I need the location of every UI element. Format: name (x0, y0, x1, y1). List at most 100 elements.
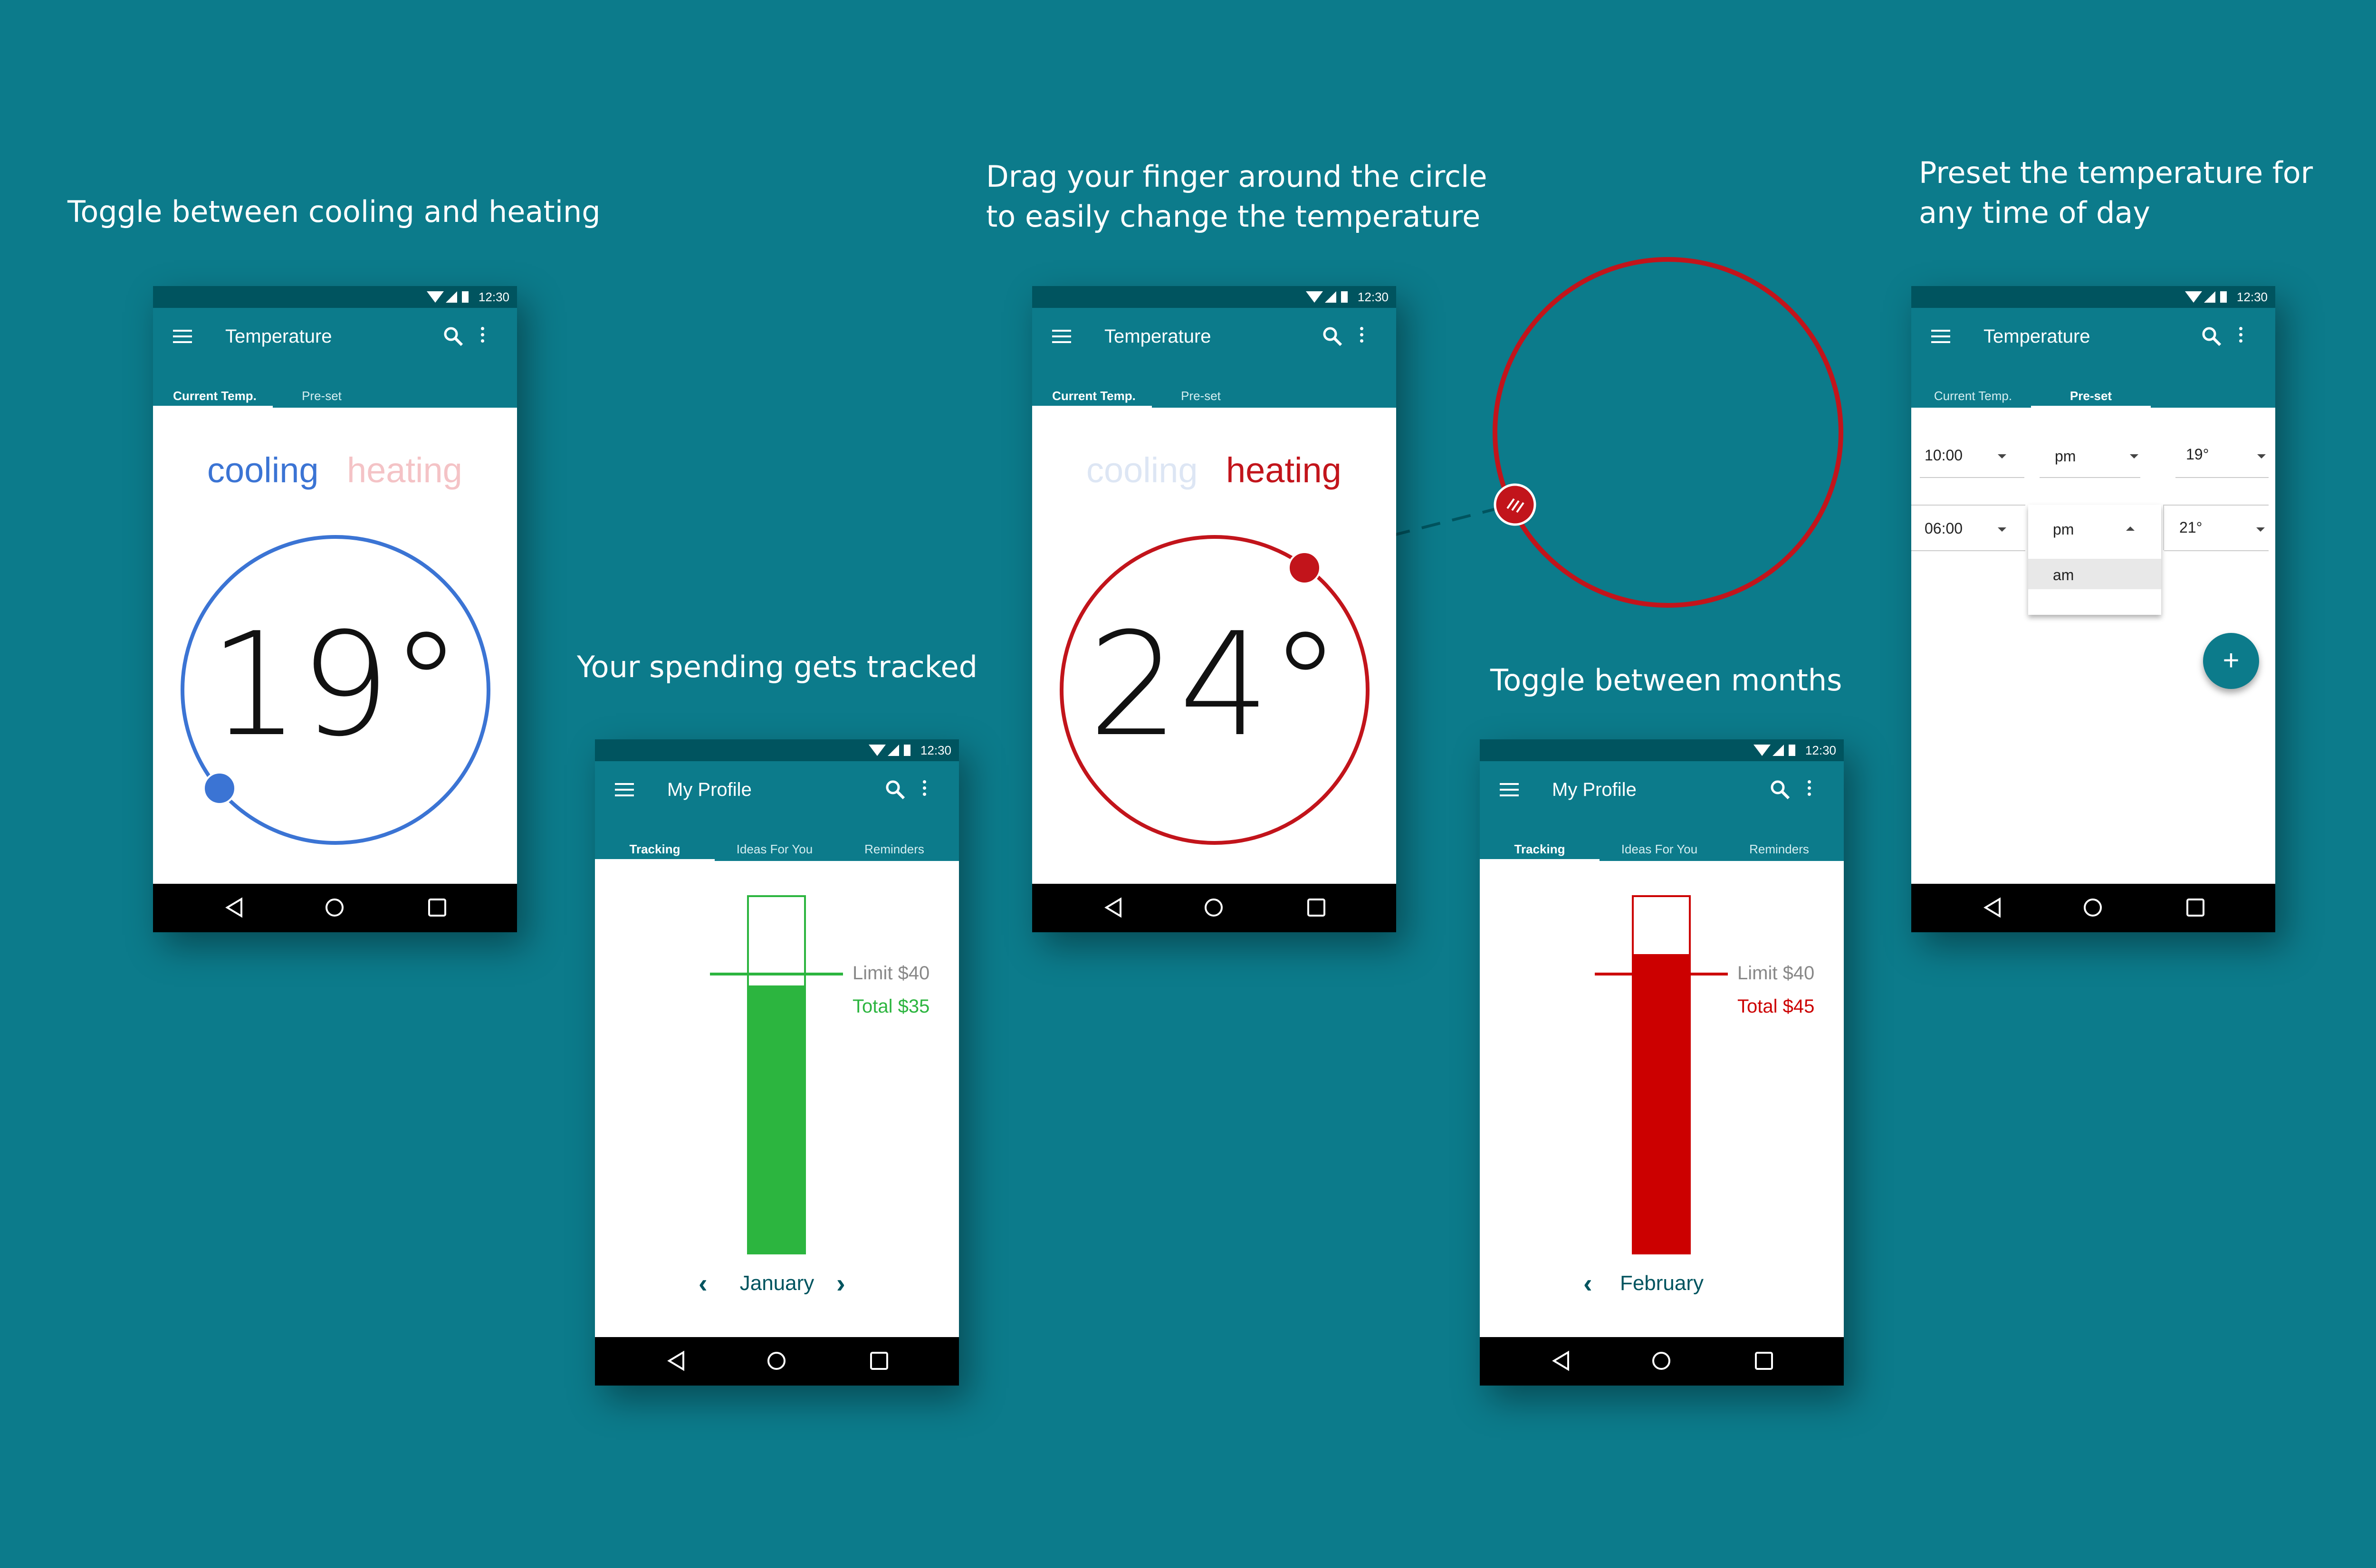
preset-row1-time[interactable]: 10:00 (1925, 447, 1963, 464)
app-title: Temperature (1983, 326, 2090, 347)
home-icon[interactable] (1203, 897, 1224, 918)
previous-month-button[interactable]: ‹ (1583, 1268, 1592, 1298)
status-icons (1306, 291, 1348, 303)
tab-tracking[interactable]: Tracking (629, 842, 680, 856)
search-icon[interactable] (2201, 326, 2222, 347)
back-icon[interactable] (1103, 897, 1124, 918)
dropdown-arrow-icon (2256, 527, 2265, 532)
app-bar: Temperature Current Temp. Pre-set (153, 308, 517, 409)
wifi-icon (1306, 291, 1323, 303)
status-bar: 12:30 (1911, 286, 2275, 308)
dropdown-up-arrow-icon (2126, 526, 2135, 531)
previous-month-button[interactable]: ‹ (699, 1268, 708, 1298)
next-month-button[interactable]: › (836, 1268, 845, 1298)
app-title: My Profile (667, 779, 752, 800)
menu-icon[interactable] (1500, 783, 1519, 796)
back-icon[interactable] (1983, 897, 2003, 918)
status-time: 12:30 (1805, 743, 1836, 757)
caption-spending: Your spending gets tracked (577, 650, 977, 684)
tab-indicator (1480, 859, 1600, 862)
tab-preset[interactable]: Pre-set (2069, 389, 2112, 403)
home-icon[interactable] (324, 897, 345, 918)
status-icons (2185, 291, 2227, 303)
caption-cooling-heating: Toggle between cooling and heating (67, 194, 601, 229)
tab-current-temp[interactable]: Current Temp. (1052, 389, 1136, 403)
tab-current-temp[interactable]: Current Temp. (1934, 389, 2012, 403)
mode-cooling[interactable]: cooling (1086, 450, 1198, 490)
preset-row2-temp[interactable]: 21° (2179, 519, 2203, 536)
dropdown-arrow-icon (1998, 454, 2006, 459)
caption-drag-line1: Drag your finger around the circle (986, 159, 1487, 194)
status-icons (427, 291, 469, 303)
more-vert-icon[interactable] (923, 780, 929, 799)
tab-reminders[interactable]: Reminders (1749, 842, 1809, 856)
home-icon[interactable] (2082, 897, 2103, 918)
home-icon[interactable] (766, 1350, 787, 1371)
plus-icon: + (2223, 644, 2240, 676)
tab-preset[interactable]: Pre-set (1181, 389, 1221, 403)
signal-icon (446, 291, 457, 303)
status-bar: 12:30 (595, 739, 959, 761)
recents-icon[interactable] (1306, 897, 1327, 918)
home-icon[interactable] (1651, 1350, 1672, 1371)
ampm-dropdown-menu: pm am (2028, 505, 2161, 615)
more-vert-icon[interactable] (2239, 327, 2245, 345)
caption-drag-line2: to easily change the temperature (986, 199, 1481, 234)
menu-icon[interactable] (173, 330, 192, 343)
tab-ideas[interactable]: Ideas For You (1621, 842, 1698, 856)
signal-icon (2204, 291, 2215, 303)
preset-row1-ampm[interactable]: pm (2055, 448, 2076, 465)
status-bar: 12:30 (153, 286, 517, 308)
limit-label: Limit $40 (853, 963, 930, 984)
preset-row1-temp[interactable]: 19° (2186, 446, 2209, 463)
more-vert-icon[interactable] (1808, 780, 1813, 799)
month-label: February (1619, 1272, 1704, 1295)
app-bar: My Profile Tracking Ideas For You Remind… (1480, 761, 1844, 862)
search-icon[interactable] (885, 779, 906, 800)
dropdown-option-am[interactable]: am (2028, 559, 2161, 589)
tab-preset[interactable]: Pre-set (302, 389, 342, 403)
mode-heating[interactable]: heating (347, 450, 462, 490)
menu-icon[interactable] (1052, 330, 1071, 343)
tab-reminders[interactable]: Reminders (864, 842, 924, 856)
caption-preset: Preset the temperature for any time of d… (1919, 153, 2313, 233)
mode-cooling[interactable]: cooling (207, 450, 319, 490)
dropdown-option-label: am (2053, 566, 2074, 583)
dial-knob[interactable] (1288, 551, 1321, 584)
search-icon[interactable] (443, 326, 464, 347)
menu-icon[interactable] (1931, 330, 1950, 343)
preset-row2-time[interactable]: 06:00 (1925, 520, 1963, 537)
search-icon[interactable] (1770, 779, 1791, 800)
app-bar: Temperature Current Temp. Pre-set (1032, 308, 1396, 409)
mode-heating[interactable]: heating (1226, 450, 1341, 490)
more-vert-icon[interactable] (481, 327, 487, 345)
back-icon[interactable] (666, 1350, 687, 1371)
recents-icon[interactable] (427, 897, 448, 918)
back-icon[interactable] (1551, 1350, 1572, 1371)
limit-label: Limit $40 (1737, 963, 1815, 984)
app-title: My Profile (1552, 779, 1637, 800)
tab-tracking[interactable]: Tracking (1514, 842, 1565, 856)
signal-icon (1772, 745, 1784, 756)
month-label: January (739, 1272, 814, 1295)
preset-row2-ampm[interactable]: pm (2053, 521, 2074, 538)
recents-icon[interactable] (1753, 1350, 1774, 1371)
signal-icon (888, 745, 899, 756)
recents-icon[interactable] (869, 1350, 890, 1371)
recents-icon[interactable] (2185, 897, 2206, 918)
battery-icon (904, 745, 910, 756)
add-preset-button[interactable]: + (2203, 633, 2259, 689)
search-icon[interactable] (1322, 326, 1343, 347)
app-title: Temperature (225, 326, 332, 347)
back-icon[interactable] (224, 897, 245, 918)
dial-knob[interactable] (203, 772, 236, 805)
spending-gauge (1595, 895, 1728, 1254)
temperature-dial[interactable] (1032, 286, 1396, 932)
more-vert-icon[interactable] (1360, 327, 1366, 345)
menu-icon[interactable] (615, 783, 634, 796)
tab-current-temp[interactable]: Current Temp. (173, 389, 257, 403)
tab-indicator (2031, 406, 2151, 409)
tab-ideas[interactable]: Ideas For You (736, 842, 813, 856)
tab-indicator (1032, 406, 1152, 409)
temperature-dial[interactable] (153, 286, 517, 932)
